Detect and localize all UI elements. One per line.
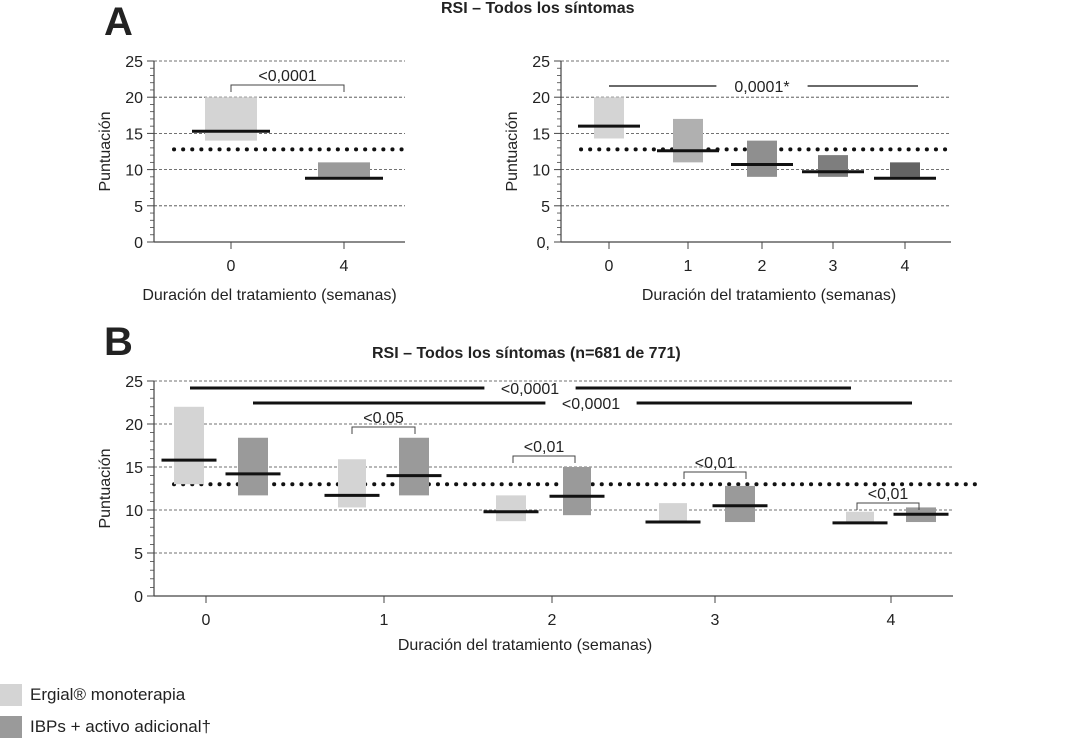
chart-b-bar xyxy=(238,437,268,496)
chart-a2-ylabel: Puntuación xyxy=(504,111,521,191)
chart-b-bar xyxy=(725,485,755,523)
chart-b-ytick-label: 5 xyxy=(134,546,143,563)
chart-b-bar xyxy=(846,511,874,523)
chart-a2-ytick-label: 20 xyxy=(532,90,550,107)
chart-a2-ytick-label: 25 xyxy=(532,54,550,71)
chart-b-xtick-label: 2 xyxy=(548,612,557,629)
chart-b-ytick-label: 20 xyxy=(125,417,143,434)
chart-a-significance-bracket xyxy=(230,84,345,92)
chart-b-ytick-label: 10 xyxy=(125,503,143,520)
chart-b-bar xyxy=(659,503,687,522)
legend-label-ibps: IBPs + activo adicional† xyxy=(30,717,211,736)
chart-a2-xtick-label: 4 xyxy=(901,258,910,275)
chart-b-ytick-label: 0 xyxy=(134,589,143,606)
legend-swatch-ergial xyxy=(0,684,22,706)
chart-b-ytick-label: 25 xyxy=(125,374,143,391)
chart-a-bar xyxy=(318,162,370,177)
legend-item-ibps: IBPs + activo adicional† xyxy=(0,716,211,738)
chart-a-ylabel: Puntuación xyxy=(97,111,114,191)
chart-a2-xtick-label: 0 xyxy=(605,258,614,275)
chart-b-ytick-label: 15 xyxy=(125,460,143,477)
chart-a2-ytick-label: 15 xyxy=(532,126,550,143)
legend-swatch-ibps xyxy=(0,716,22,738)
chart-b-bar xyxy=(496,495,526,522)
chart-a2-xtick-label: 2 xyxy=(758,258,767,275)
panel-label-b: B xyxy=(104,320,133,364)
chart-b-significance-label: <0,05 xyxy=(363,410,404,427)
chart-a2-ytick-label: 10 xyxy=(532,163,550,180)
chart-a-ytick-label: 0 xyxy=(134,235,143,252)
chart-a-ytick-label: 25 xyxy=(125,54,143,71)
legend-label-ergial: Ergial® monoterapia xyxy=(30,685,186,704)
chart-b-xtick-label: 4 xyxy=(887,612,896,629)
chart-b-xtick-label: 3 xyxy=(711,612,720,629)
chart-a2-significance-label: 0,0001* xyxy=(734,79,789,96)
chart-b-significance-label: <0,01 xyxy=(868,486,909,503)
chart-b-significance-bracket xyxy=(683,471,747,479)
chart-a-xtick-label: 0 xyxy=(227,258,236,275)
chart-a2-bar xyxy=(747,140,777,177)
chart-a2-bar xyxy=(818,155,848,177)
chart-a2-bar xyxy=(890,162,920,177)
chart-b-xtick-label: 1 xyxy=(380,612,389,629)
chart-a2-ytick-label: 0, xyxy=(537,235,550,252)
chart-a-ytick-label: 5 xyxy=(134,199,143,216)
chart-a-ytick-label: 20 xyxy=(125,90,143,107)
chart-a-ytick-label: 10 xyxy=(125,163,143,180)
chart-b-bar xyxy=(338,459,366,508)
chart-a2-xlabel: Duración del tratamiento (semanas) xyxy=(642,287,896,304)
chart-b-significance-bracket xyxy=(512,455,576,463)
chart-a2-xtick-label: 3 xyxy=(829,258,838,275)
panel-label-a: A xyxy=(104,0,133,44)
chart-b-significance-label: <0,01 xyxy=(695,455,736,472)
chart-title-b: RSI – Todos los síntomas (n=681 de 771) xyxy=(372,345,681,362)
chart-a2-xtick-label: 1 xyxy=(684,258,693,275)
chart-a-bar xyxy=(205,97,257,141)
chart-b-bar xyxy=(399,437,429,496)
chart-b-bar xyxy=(563,467,591,516)
chart-a-xtick-label: 4 xyxy=(340,258,349,275)
chart-a2-bar xyxy=(594,97,624,139)
chart-a-ytick-label: 15 xyxy=(125,126,143,143)
chart-a-significance-label: <0,0001 xyxy=(258,68,316,85)
chart-b-xtick-label: 0 xyxy=(202,612,211,629)
chart-a2-ytick-label: 5 xyxy=(541,199,550,216)
legend-item-ergial: Ergial® monoterapia xyxy=(0,684,185,706)
chart-b-bar xyxy=(174,406,204,485)
chart-b-significance-label: <0,0001 xyxy=(501,381,559,398)
chart-b-significance-bracket xyxy=(351,426,416,434)
chart-b-significance-label: <0,0001 xyxy=(562,396,620,413)
chart-a-xlabel: Duración del tratamiento (semanas) xyxy=(142,287,396,304)
chart-b-significance-bracket xyxy=(856,502,920,510)
chart-b-xlabel: Duración del tratamiento (semanas) xyxy=(398,637,652,654)
chart-a2-bar xyxy=(673,118,703,163)
chart-b-ylabel: Puntuación xyxy=(97,448,114,528)
chart-title-a: RSI – Todos los síntomas xyxy=(441,0,635,17)
chart-b-significance-label: <0,01 xyxy=(524,439,565,456)
